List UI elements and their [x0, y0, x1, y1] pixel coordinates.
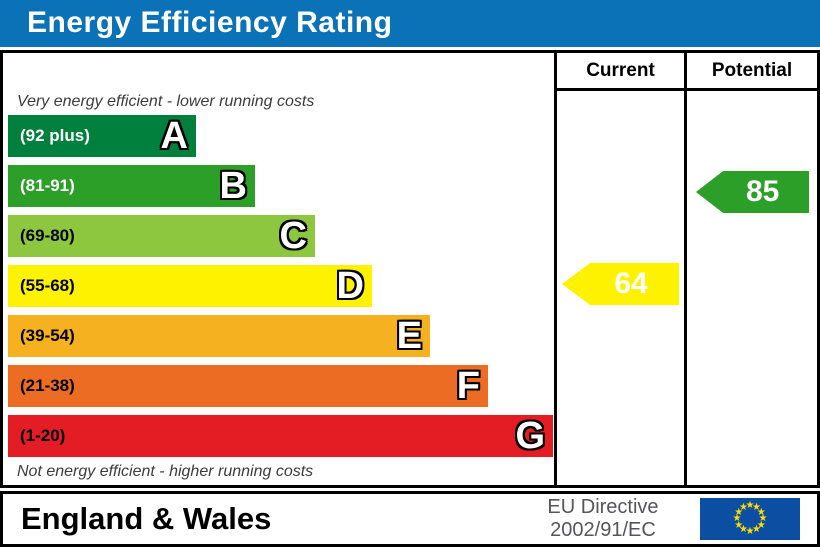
- eu-flag-star: ★: [745, 526, 755, 537]
- band-row-B: (81-91) B: [8, 165, 255, 207]
- eu-flag-star: ★: [739, 524, 748, 536]
- band-range-label: (55-68): [20, 276, 75, 295]
- header-underline: [554, 88, 817, 91]
- inefficient-note: Not energy efficient - higher running co…: [17, 463, 314, 480]
- band-row-F: (21-38) F: [8, 365, 488, 407]
- eu-flag-star: ★: [745, 500, 755, 511]
- eu-flag-star: ★: [758, 513, 768, 524]
- eu-flag-star: ★: [752, 501, 761, 513]
- band-range-label: (1-20): [20, 426, 66, 445]
- band-letter: G: [515, 415, 545, 457]
- band-letter: C: [279, 215, 307, 257]
- footer-bar: England & Wales EU Directive 2002/91/EC …: [0, 491, 820, 547]
- current-column-header: Current: [586, 60, 655, 81]
- eu-flag-star: ★: [734, 506, 744, 518]
- column-divider-potential: [684, 53, 687, 485]
- eu-directive-label: EU Directive 2002/91/EC: [508, 496, 698, 542]
- current-rating-arrow: 64: [562, 263, 679, 305]
- band-range-label: (21-38): [20, 376, 75, 395]
- band-letter: A: [160, 115, 188, 157]
- band-letter: B: [219, 165, 247, 207]
- band-range-label: (39-54): [20, 326, 75, 345]
- eu-flag-star: ★: [739, 501, 748, 513]
- column-divider-current: [554, 53, 557, 485]
- band-row-C: (69-80) C: [8, 215, 315, 257]
- band-row-E: (39-54) E: [8, 315, 430, 357]
- eu-flag-star: ★: [752, 524, 761, 536]
- eu-flag-star: ★: [734, 519, 744, 531]
- potential-rating-arrow: 85: [696, 171, 809, 213]
- band-range-label: (69-80): [20, 226, 75, 245]
- band-range-label: (92 plus): [20, 126, 90, 145]
- eu-flag-star: ★: [756, 519, 766, 531]
- eu-flag-icon: ★ ★ ★ ★ ★ ★ ★ ★ ★ ★ ★ ★: [700, 498, 800, 540]
- band-row-A: (92 plus) A: [8, 115, 196, 157]
- band-range-label: (81-91): [20, 176, 75, 195]
- current-rating-value: 64: [614, 267, 648, 300]
- eu-flag-star: ★: [756, 506, 766, 518]
- efficient-note: Very energy efficient - lower running co…: [17, 93, 315, 110]
- band-letter: D: [336, 265, 364, 307]
- band-letter: E: [396, 315, 422, 357]
- band-row-D: (55-68) D: [8, 265, 372, 307]
- page-title: Energy Efficiency Rating: [27, 6, 393, 39]
- band-letter: F: [456, 365, 480, 407]
- band-row-G: (1-20) G: [8, 415, 553, 457]
- title-bar: Energy Efficiency Rating: [0, 0, 820, 47]
- eu-directive-line1: EU Directive: [547, 496, 659, 518]
- eu-directive-line2: 2002/91/EC: [550, 519, 656, 541]
- potential-rating-value: 85: [745, 175, 780, 208]
- potential-column-header: Potential: [711, 60, 793, 81]
- region-label: England & Wales: [21, 501, 272, 536]
- eu-flag-star: ★: [732, 513, 742, 524]
- rating-table: Current Potential Very energy efficient …: [0, 50, 820, 488]
